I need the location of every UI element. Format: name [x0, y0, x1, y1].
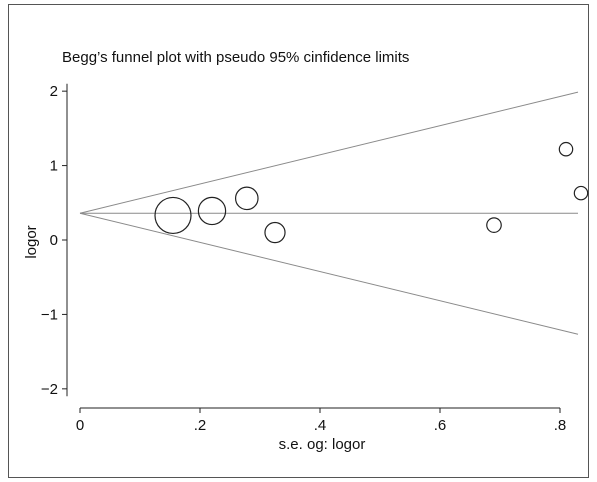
study-points: [154, 141, 589, 244]
y-tick-label: 1: [50, 158, 58, 175]
x-tick-label: .4: [314, 417, 327, 434]
upper-limit-line: [79, 91, 579, 214]
study-point: [154, 196, 192, 235]
study-point: [486, 217, 502, 233]
y-axis-label: logor: [23, 225, 40, 258]
study-point: [197, 196, 227, 226]
funnel-lines: [79, 91, 579, 335]
study-point: [573, 185, 589, 201]
y-tick-label: 2: [50, 83, 58, 100]
x-axis-label: s.e. og: logor: [279, 436, 366, 453]
x-tick-label: .2: [194, 417, 207, 434]
plot-frame: [8, 4, 589, 478]
study-point: [264, 221, 286, 244]
lower-limit-line: [79, 212, 579, 335]
study-point: [558, 141, 574, 157]
y-tick-label: −1: [41, 306, 58, 323]
chart-title: Begg’s funnel plot with pseudo 95% cinfi…: [62, 49, 409, 66]
study-point: [234, 186, 259, 211]
x-tick-label: 0: [76, 417, 84, 434]
x-tick-label: .8: [554, 417, 567, 434]
axes: 2 1 0 −1 −2 0 .2 .4 .6 .8: [41, 83, 566, 434]
y-tick-label: 0: [50, 232, 58, 249]
y-tick-label: −2: [41, 381, 58, 398]
x-tick-label: .6: [434, 417, 447, 434]
